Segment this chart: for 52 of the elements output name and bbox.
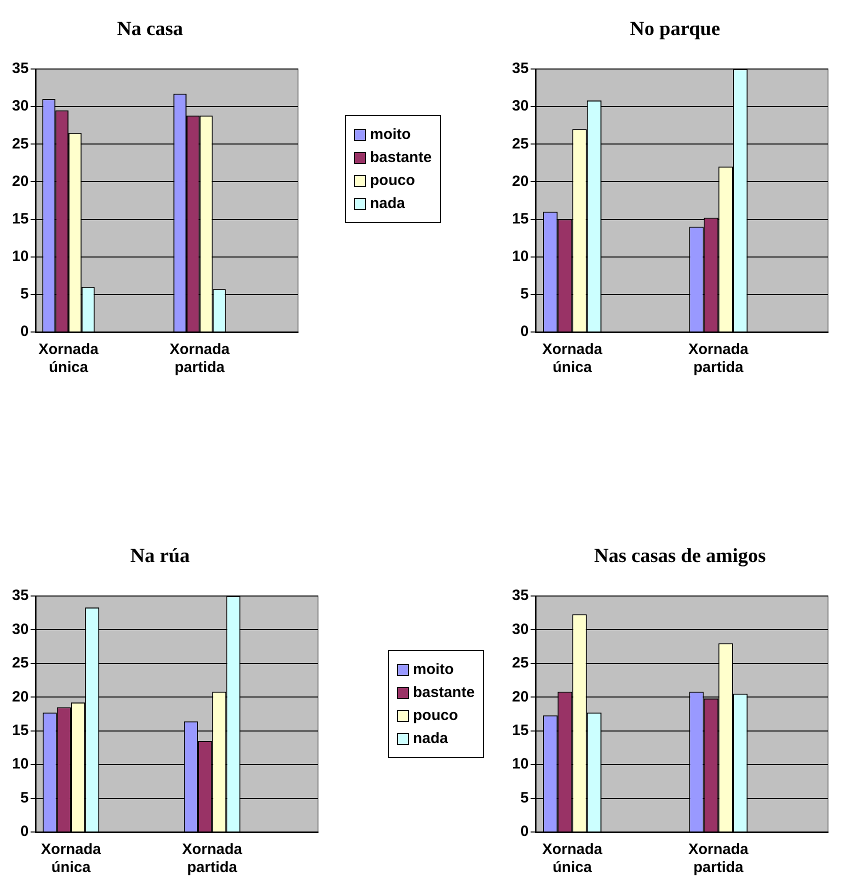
legend-label: bastante bbox=[413, 684, 475, 701]
y-tick-label: 15 bbox=[512, 722, 529, 739]
x-tick-label: Xornada única bbox=[40, 841, 102, 876]
chart-title: Nas casas de amigos bbox=[594, 545, 766, 568]
y-tick-label: 5 bbox=[520, 286, 529, 303]
y-tick-label: 20 bbox=[512, 688, 529, 706]
y-tick-label: 35 bbox=[512, 60, 529, 78]
x-tick-label: Xornada partida bbox=[688, 841, 750, 876]
legend-label: nada bbox=[413, 730, 448, 747]
y-tick-label: 30 bbox=[12, 98, 29, 115]
y-tick-label: 0 bbox=[20, 823, 29, 840]
y-tick-label: 10 bbox=[512, 756, 529, 773]
y-tick-label: 35 bbox=[12, 60, 29, 78]
x-tick-label: Xornada partida bbox=[182, 841, 243, 876]
y-tick-label: 35 bbox=[12, 587, 29, 604]
y-tick-label: 15 bbox=[12, 210, 29, 228]
legend-label: moito bbox=[370, 126, 411, 143]
x-tick-label: Xornada partida bbox=[170, 341, 230, 376]
y-tick-label: 20 bbox=[12, 688, 29, 706]
y-tick-label: 25 bbox=[512, 654, 529, 672]
y-tick-label: 30 bbox=[12, 620, 29, 638]
x-tick-label: Xornada única bbox=[542, 841, 603, 876]
chart-title: No parque bbox=[630, 18, 720, 41]
legend-label: nada bbox=[370, 195, 406, 212]
y-tick-label: 0 bbox=[520, 823, 529, 840]
y-tick-label: 25 bbox=[512, 135, 529, 152]
y-tick-label: 25 bbox=[12, 654, 29, 672]
chart-title: Na rúa bbox=[130, 545, 190, 568]
chart-title: Na casa bbox=[116, 18, 184, 41]
legend-label: bastante bbox=[370, 149, 432, 166]
x-tick-label: Xornada partida bbox=[688, 341, 750, 376]
y-tick-label: 30 bbox=[512, 620, 529, 638]
y-tick-label: 25 bbox=[12, 135, 29, 152]
y-tick-label: 0 bbox=[20, 323, 29, 340]
y-tick-label: 30 bbox=[512, 98, 529, 115]
y-tick-label: 5 bbox=[20, 286, 29, 303]
y-tick-label: 20 bbox=[512, 172, 529, 190]
legend-label: moito bbox=[413, 661, 454, 678]
y-tick-label: 0 bbox=[520, 323, 529, 340]
y-tick-label: 20 bbox=[12, 172, 29, 190]
y-tick-label: 15 bbox=[12, 722, 29, 739]
y-tick-label: 35 bbox=[512, 587, 529, 604]
y-tick-label: 10 bbox=[12, 248, 29, 265]
x-tick-label: Xornada única bbox=[542, 341, 603, 376]
y-tick-label: 5 bbox=[20, 789, 29, 806]
y-tick-label: 15 bbox=[512, 210, 529, 228]
y-tick-label: 10 bbox=[12, 756, 29, 773]
legend-label: pouco bbox=[413, 707, 458, 724]
y-tick-label: 10 bbox=[512, 248, 529, 265]
x-tick-label: Xornada única bbox=[38, 341, 100, 376]
legend-label: pouco bbox=[370, 172, 415, 189]
y-tick-label: 5 bbox=[520, 789, 529, 806]
